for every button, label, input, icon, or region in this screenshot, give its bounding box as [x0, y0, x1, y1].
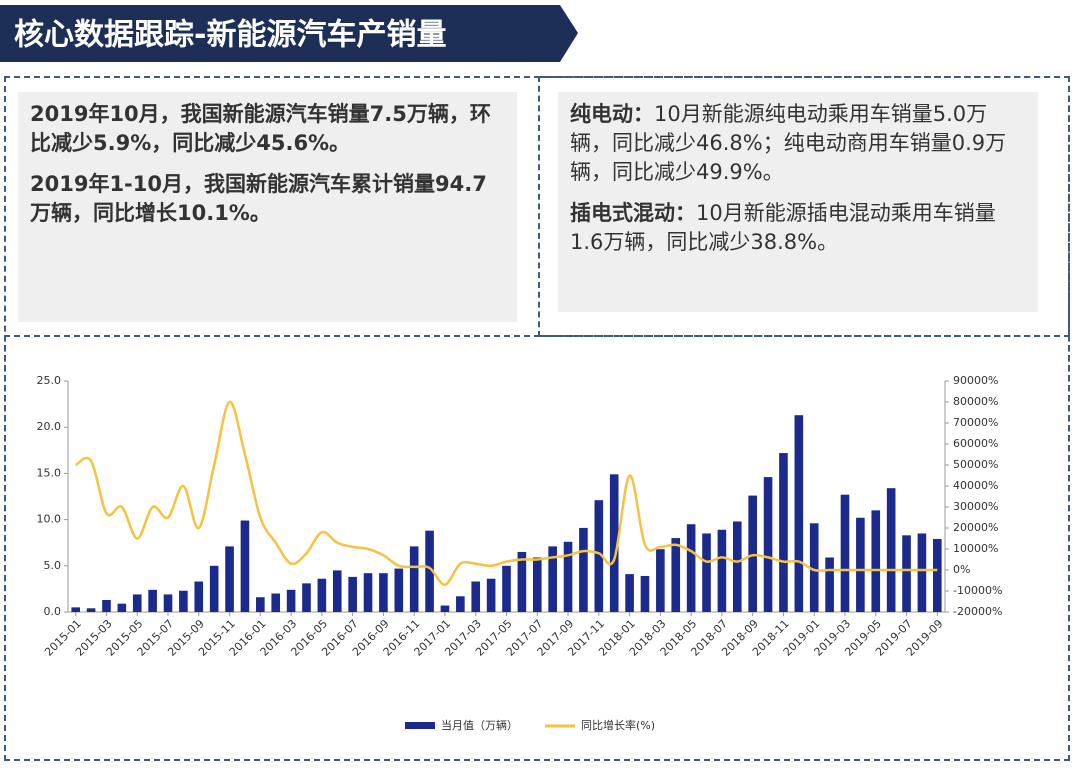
- chart-frame: [4, 335, 1070, 761]
- bar: [409, 546, 419, 612]
- y-tick-label: 15.0: [37, 466, 62, 479]
- legend-label: 同比增长率(%): [581, 718, 655, 732]
- bar: [932, 539, 942, 612]
- bar: [579, 527, 588, 612]
- bar: [286, 589, 296, 612]
- paragraph: 2019年1-10月，我国新能源汽车累计销量94.7万辆，同比增长10.1%。: [30, 172, 487, 225]
- bar: [163, 594, 173, 612]
- bar: [394, 568, 404, 612]
- bar: [86, 608, 96, 612]
- bar: [917, 533, 927, 612]
- bar: [671, 538, 681, 612]
- bar: [502, 565, 511, 612]
- bar: [271, 593, 281, 612]
- bar: [748, 495, 757, 612]
- bar: [194, 581, 204, 612]
- bar: [148, 589, 157, 612]
- bar: [825, 557, 834, 612]
- item-text: 10月新能源插电混动乘用车销量1.6万辆，同比减少38.8%。: [570, 201, 996, 254]
- bar: [440, 605, 450, 612]
- bar: [625, 574, 634, 612]
- bar: [856, 517, 865, 612]
- bar: [686, 524, 696, 612]
- bar: [256, 597, 265, 612]
- y2-tick-label: 60000%: [953, 437, 998, 450]
- y-tick-label: 20.0: [37, 420, 62, 433]
- item-text: 10月新能源纯电动乘用车销量5.0万辆，同比减少46.8%；纯电动商用车销量0.…: [570, 102, 1007, 184]
- item: 纯电动：10月新能源纯电动乘用车销量5.0万辆，同比减少46.8%；纯电动商用车…: [570, 100, 1026, 187]
- bar: [225, 546, 234, 612]
- bar: [117, 603, 127, 612]
- bar: [209, 565, 219, 612]
- item-label: 纯电动：: [570, 102, 654, 126]
- bar: [332, 570, 342, 612]
- left-box: 2019年10月，我国新能源汽车销量7.5万辆，环比减少5.9%，同比减少45.…: [18, 92, 517, 322]
- bar: [794, 415, 804, 612]
- bar: [102, 599, 111, 612]
- bar: [532, 557, 542, 612]
- y2-tick-label: 10000%: [953, 542, 998, 555]
- y-tick-label: 5.0: [44, 559, 62, 572]
- bar: [809, 523, 819, 612]
- header: 核心数据跟踪-新能源汽车产销量: [0, 5, 578, 62]
- y2-tick-label: 90000%: [953, 374, 998, 387]
- chart: 0.0 5.0 10.0 15.0 20.0 25.0 -20000% -10000% 0% 10…: [37, 374, 1003, 732]
- y2-tick-label: 30000%: [953, 500, 998, 513]
- y2-tick-label: -20000%: [953, 605, 1002, 618]
- y2-tick-label: 0%: [953, 563, 970, 576]
- legend-item: 当月值（万辆）: [405, 718, 518, 732]
- y-tick-label: 0.0: [44, 605, 62, 618]
- y2-tick-label: 50000%: [953, 458, 998, 471]
- bar: [425, 530, 434, 612]
- header-title: 核心数据跟踪-新能源汽车产销量: [14, 18, 446, 53]
- bar: [132, 594, 142, 612]
- bar: [594, 500, 604, 612]
- y-tick-label: 10.0: [37, 513, 62, 526]
- bar: [886, 488, 896, 612]
- item: 插电式混动：10月新能源插电混动乘用车销量1.6万辆，同比减少38.8%。: [570, 199, 1026, 257]
- bar: [179, 590, 188, 612]
- legend-label: 当月值（万辆）: [441, 718, 518, 732]
- bar: [609, 474, 619, 612]
- legend-swatch: [405, 722, 435, 729]
- legend-item: 同比增长率(%): [545, 718, 655, 732]
- bar: [456, 596, 465, 612]
- bar: [317, 578, 327, 612]
- bar: [656, 549, 665, 612]
- bar: [763, 477, 773, 612]
- line: [75, 400, 938, 586]
- bar: [240, 520, 250, 612]
- bar: [732, 521, 742, 612]
- y2-tick-label: -10000%: [953, 584, 1002, 597]
- bar: [702, 533, 711, 612]
- header-banner: [0, 5, 578, 62]
- bar: [563, 541, 573, 612]
- bar: [471, 581, 481, 612]
- item-label: 插电式混动：: [570, 201, 696, 225]
- bar: [840, 494, 850, 612]
- bar: [717, 529, 727, 612]
- bar: [871, 510, 881, 612]
- bar: [363, 573, 373, 612]
- bar: [348, 576, 357, 612]
- bar: [517, 551, 527, 612]
- bar: [902, 535, 911, 612]
- bar: [486, 578, 496, 612]
- y2-tick-label: 80000%: [953, 395, 998, 408]
- y2-tick-label: 40000%: [953, 479, 998, 492]
- right-box: 纯电动：10月新能源纯电动乘用车销量5.0万辆，同比减少46.8%；纯电动商用车…: [558, 92, 1038, 312]
- bar: [640, 575, 650, 612]
- bar: [302, 583, 311, 612]
- bar: [548, 546, 557, 612]
- y2-tick-label: 70000%: [953, 416, 998, 429]
- y-tick-label: 25.0: [37, 374, 62, 387]
- bar: [71, 607, 81, 612]
- bar: [779, 453, 788, 612]
- paragraph: 2019年10月，我国新能源汽车销量7.5万辆，环比减少5.9%，同比减少45.…: [30, 102, 491, 155]
- bar: [379, 573, 388, 612]
- y2-tick-label: 20000%: [953, 521, 998, 534]
